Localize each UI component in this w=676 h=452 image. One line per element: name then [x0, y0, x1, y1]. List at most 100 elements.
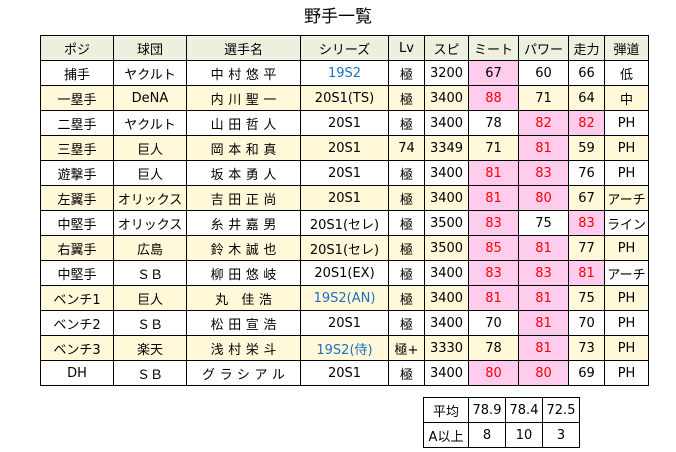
series-cell: 20S1(TS) [300, 85, 389, 111]
team-cell: ＳＢ [113, 360, 187, 386]
series-cell: 20S1 [300, 160, 389, 186]
trajectory-cell: PH [604, 335, 649, 361]
level-cell: 74 [388, 135, 425, 161]
table-row: 遊撃手 巨人 坂本勇人 20S1 極 3400 81 83 76 PH [40, 160, 649, 186]
header-series: シリーズ [300, 35, 389, 61]
table-row: 二塁手 ヤクルト 山田哲人 20S1 極 3400 78 82 82 PH [40, 110, 649, 136]
meet-cell: 85 [468, 235, 519, 261]
speed-cell: 67 [568, 185, 605, 211]
table-row: ベンチ3 楽天 浅村栄斗 19S2(侍) 極+ 3330 78 81 73 PH [40, 335, 649, 361]
meet-cell: 71 [468, 135, 519, 161]
speed-cell: 77 [568, 235, 605, 261]
trajectory-cell: PH [604, 285, 649, 311]
level-cell: 極 [388, 210, 425, 236]
player-name-cell: 浅村栄斗 [186, 335, 301, 361]
table-row: ベンチ1 巨人丸 佳浩 19S2(AN) 極 3400 81 81 75 PH [40, 285, 649, 311]
player-name-cell: 吉田正尚 [186, 185, 301, 211]
table-row: DH ＳＢ グラシアル 20S1 極 3400 80 80 69 PH [40, 360, 649, 386]
sheet-title: 野手一覧 [304, 7, 372, 27]
player-name-cell: 内川聖一 [186, 85, 301, 111]
speed-cell: 75 [568, 285, 605, 311]
level-cell: 極 [388, 235, 425, 261]
spirit-cell: 3400 [424, 160, 469, 186]
spirit-cell: 3400 [424, 260, 469, 286]
table-row: 中堅手 ＳＢ 柳田悠岐 20S1(EX) 極 3400 83 83 81 アーチ [40, 260, 649, 286]
position-cell: 三塁手 [40, 135, 114, 161]
meet-cell: 67 [468, 60, 519, 86]
level-cell: 極 [388, 110, 425, 136]
position-cell: 遊撃手 [40, 160, 114, 186]
speed-cell: 73 [568, 335, 605, 361]
trajectory-cell: PH [604, 235, 649, 261]
header-speed: 走力 [568, 35, 605, 61]
player-name-cell: 糸井嘉男 [186, 210, 301, 236]
level-cell: 極 [388, 360, 425, 386]
position-cell: 中堅手 [40, 210, 114, 236]
stats-row: A以上 8 10 3 [423, 422, 580, 448]
speed-cell: 59 [568, 135, 605, 161]
level-cell: 極 [388, 185, 425, 211]
stats-table: 平均 78.9 78.4 72.5 A以上 8 10 3 [423, 397, 580, 448]
series-cell: 19S2(AN) [300, 285, 389, 311]
power-cell: 75 [518, 210, 569, 236]
stats-row: 平均 78.9 78.4 72.5 [423, 397, 580, 423]
spirit-cell: 3500 [424, 235, 469, 261]
position-cell: 二塁手 [40, 110, 114, 136]
meet-cell: 88 [468, 85, 519, 111]
team-cell: ヤクルト [113, 60, 187, 86]
power-cell: 81 [518, 335, 569, 361]
team-cell: 巨人 [113, 135, 187, 161]
speed-cell: 64 [568, 85, 605, 111]
series-cell: 19S2 [300, 60, 389, 86]
speed-cell: 69 [568, 360, 605, 386]
stats-meet-cell: 78.9 [468, 397, 506, 423]
team-cell: 巨人 [113, 285, 187, 311]
meet-cell: 81 [468, 285, 519, 311]
team-cell: 楽天 [113, 335, 187, 361]
meet-cell: 83 [468, 260, 519, 286]
power-cell: 81 [518, 310, 569, 336]
player-name-cell: 中村悠平 [186, 60, 301, 86]
spirit-cell: 3500 [424, 210, 469, 236]
power-cell: 83 [518, 160, 569, 186]
table-row: 中堅手 オリックス 糸井嘉男 20S1(セレ) 極 3500 83 75 83 ライン [40, 210, 649, 236]
speed-cell: 81 [568, 260, 605, 286]
table-row: 三塁手 巨人 岡本和真 20S1 74 3349 71 81 59 PH [40, 135, 649, 161]
table-row: 捕手 ヤクルト 中村悠平 19S2 極 3200 67 60 66 低 [40, 60, 649, 86]
power-cell: 80 [518, 360, 569, 386]
series-cell: 20S1 [300, 360, 389, 386]
header-level: Lv [388, 35, 425, 61]
player-name-cell: 松田宣浩 [186, 310, 301, 336]
team-cell: ＳＢ [113, 260, 187, 286]
power-cell: 81 [518, 135, 569, 161]
team-cell: オリックス [113, 210, 187, 236]
stats-label-cell: A以上 [423, 422, 469, 448]
spirit-cell: 3400 [424, 185, 469, 211]
player-name-cell: 鈴木誠也 [186, 235, 301, 261]
meet-cell: 81 [468, 160, 519, 186]
speed-cell: 66 [568, 60, 605, 86]
trajectory-cell: アーチ [604, 260, 649, 286]
power-cell: 81 [518, 235, 569, 261]
stats-speed-cell: 72.5 [542, 397, 580, 423]
series-cell: 20S1(セレ) [300, 210, 389, 236]
meet-cell: 78 [468, 110, 519, 136]
position-cell: ベンチ2 [40, 310, 114, 336]
level-cell: 極 [388, 85, 425, 111]
spirit-cell: 3400 [424, 85, 469, 111]
stats-power-cell: 78.4 [505, 397, 543, 423]
table-row: 右翼手 広島 鈴木誠也 20S1(セレ) 極 3500 85 81 77 PH [40, 235, 649, 261]
series-cell: 20S1 [300, 135, 389, 161]
power-cell: 83 [518, 260, 569, 286]
speed-cell: 76 [568, 160, 605, 186]
player-name-cell: 岡本和真 [186, 135, 301, 161]
stats-label-cell: 平均 [423, 397, 469, 423]
stats-speed-cell: 3 [542, 422, 580, 448]
trajectory-cell: PH [604, 110, 649, 136]
trajectory-cell: PH [604, 360, 649, 386]
power-cell: 71 [518, 85, 569, 111]
level-cell: 極+ [388, 335, 425, 361]
fielder-table: ポジ 球団 選手名 シリーズ Lv スピ ミート パワー 走力 弾道 捕手 ヤクルト 中村悠平 19S2 極… [40, 35, 649, 386]
position-cell: ベンチ3 [40, 335, 114, 361]
speed-cell: 82 [568, 110, 605, 136]
